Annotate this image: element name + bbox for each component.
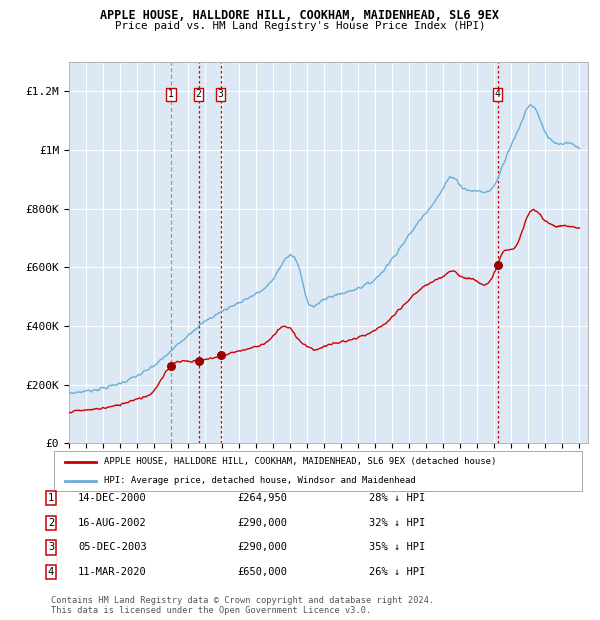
Text: HPI: Average price, detached house, Windsor and Maidenhead: HPI: Average price, detached house, Wind… — [104, 476, 416, 485]
Text: 2: 2 — [48, 518, 54, 528]
Text: 3: 3 — [218, 89, 224, 99]
Text: 1: 1 — [48, 493, 54, 503]
Text: 28% ↓ HPI: 28% ↓ HPI — [369, 493, 425, 503]
Text: 26% ↓ HPI: 26% ↓ HPI — [369, 567, 425, 577]
Text: 1: 1 — [168, 89, 174, 99]
Text: £290,000: £290,000 — [237, 542, 287, 552]
Text: Price paid vs. HM Land Registry's House Price Index (HPI): Price paid vs. HM Land Registry's House … — [115, 21, 485, 31]
Text: 35% ↓ HPI: 35% ↓ HPI — [369, 542, 425, 552]
Text: 3: 3 — [48, 542, 54, 552]
Text: APPLE HOUSE, HALLDORE HILL, COOKHAM, MAIDENHEAD, SL6 9EX (detached house): APPLE HOUSE, HALLDORE HILL, COOKHAM, MAI… — [104, 457, 497, 466]
Text: 14-DEC-2000: 14-DEC-2000 — [78, 493, 147, 503]
Text: 11-MAR-2020: 11-MAR-2020 — [78, 567, 147, 577]
Text: 32% ↓ HPI: 32% ↓ HPI — [369, 518, 425, 528]
Text: 16-AUG-2002: 16-AUG-2002 — [78, 518, 147, 528]
Text: 2: 2 — [196, 89, 202, 99]
Text: £290,000: £290,000 — [237, 518, 287, 528]
Text: Contains HM Land Registry data © Crown copyright and database right 2024.
This d: Contains HM Land Registry data © Crown c… — [51, 596, 434, 615]
Text: 4: 4 — [495, 89, 500, 99]
Text: £650,000: £650,000 — [237, 567, 287, 577]
Text: 05-DEC-2003: 05-DEC-2003 — [78, 542, 147, 552]
Text: 4: 4 — [48, 567, 54, 577]
Text: £264,950: £264,950 — [237, 493, 287, 503]
Text: APPLE HOUSE, HALLDORE HILL, COOKHAM, MAIDENHEAD, SL6 9EX: APPLE HOUSE, HALLDORE HILL, COOKHAM, MAI… — [101, 9, 499, 22]
